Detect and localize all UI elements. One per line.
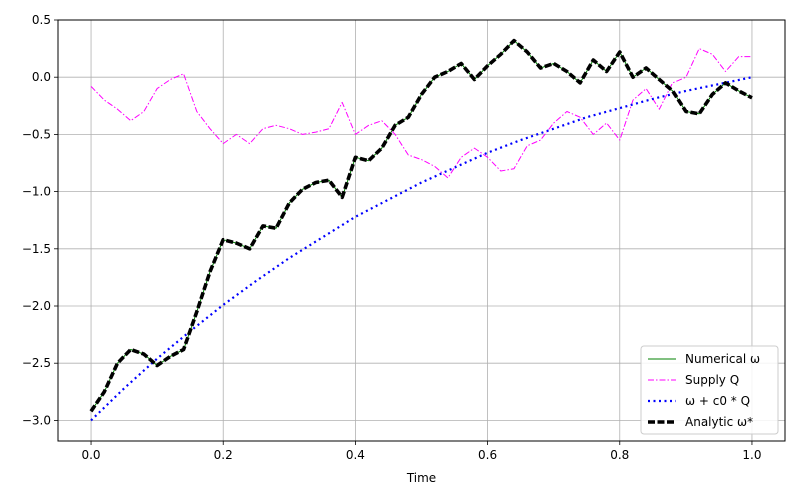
legend-label: Numerical ω [685, 352, 760, 366]
y-tick-label: −0.5 [22, 127, 51, 141]
plot-area-frame [57, 19, 786, 442]
legend: Numerical ω Supply Q ω + c0 * Q Analytic ω* [640, 345, 779, 435]
y-tick-label: −3.0 [22, 413, 51, 427]
y-tick-label: −2.5 [22, 356, 51, 370]
x-tick-label: 0.8 [610, 448, 629, 462]
y-tick-label: 0.5 [32, 13, 51, 27]
ticks-layer: 0.0 0.2 0.4 0.6 0.8 1.0 −3.0 −2.5 −2.0 −1.5 −1.0 −0… [22, 13, 762, 462]
y-tick-label: −1.0 [22, 185, 51, 199]
legend-label: Analytic ω* [685, 415, 753, 429]
y-tick-label: −1.5 [22, 242, 51, 256]
legend-label: Supply Q [685, 373, 739, 387]
x-axis-label: Time [406, 471, 436, 485]
x-tick-label: 0.0 [81, 448, 100, 462]
x-tick-label: 0.2 [214, 448, 233, 462]
series-line-2 [90, 76, 753, 422]
y-tick-label: −2.0 [22, 299, 51, 313]
legend-box [640, 345, 779, 435]
series-line-1 [90, 48, 752, 179]
series-layer [89, 38, 753, 422]
x-tick-label: 0.4 [346, 448, 365, 462]
legend-label: ω + c0 * Q [685, 394, 750, 408]
x-tick-label: 0.6 [478, 448, 497, 462]
y-tick-label: 0.0 [32, 70, 51, 84]
x-tick-label: 1.0 [742, 448, 761, 462]
series-line-3 [89, 38, 753, 413]
